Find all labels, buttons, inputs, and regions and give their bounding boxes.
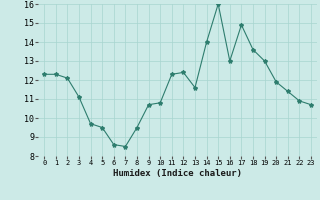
X-axis label: Humidex (Indice chaleur): Humidex (Indice chaleur): [113, 169, 242, 178]
